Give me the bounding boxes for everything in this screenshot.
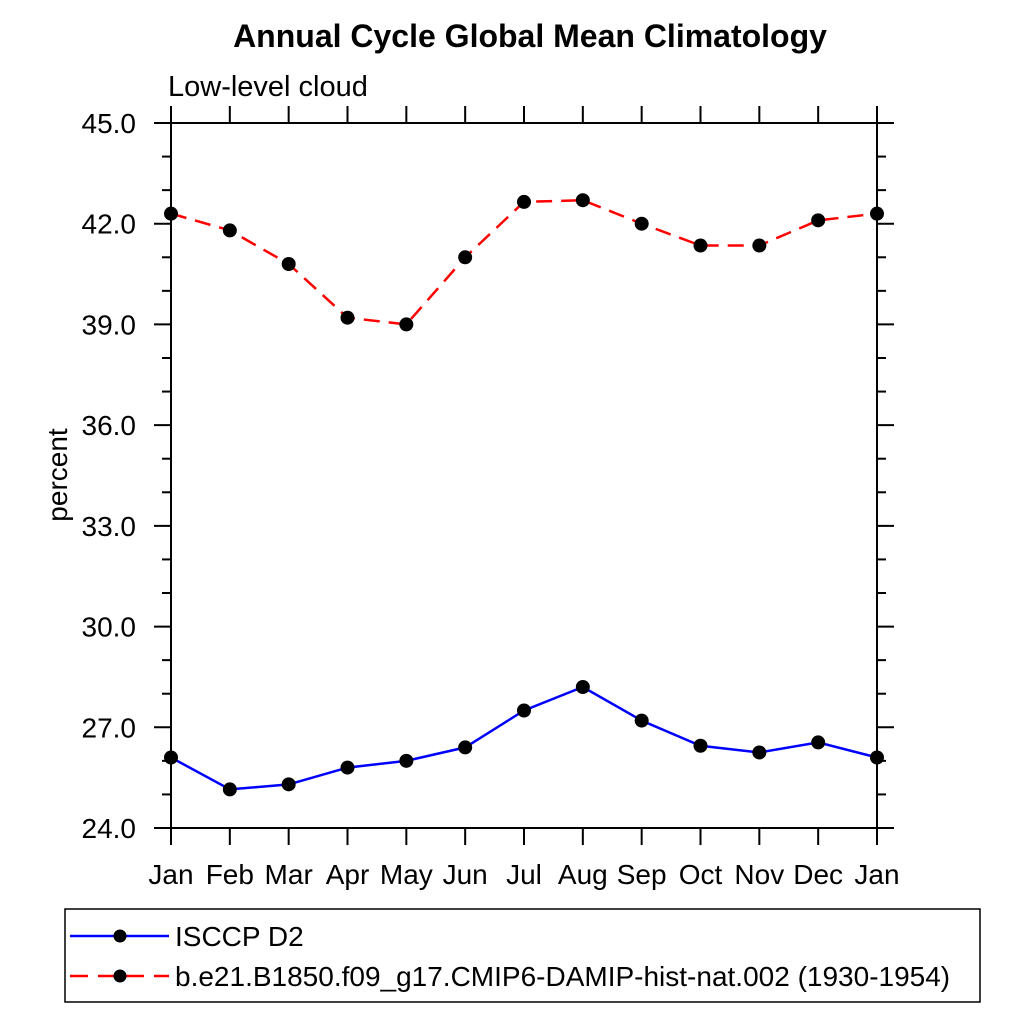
data-point-marker-model xyxy=(693,238,708,253)
legend-marker-model xyxy=(113,969,127,983)
x-tick-label: Aug xyxy=(558,859,608,890)
data-point-marker-isccp xyxy=(752,745,767,760)
data-point-marker-model xyxy=(399,317,414,332)
data-point-marker-model xyxy=(634,216,649,231)
x-tick-label: Apr xyxy=(326,859,370,890)
y-tick-label: 33.0 xyxy=(82,511,137,542)
data-point-marker-isccp xyxy=(399,753,414,768)
data-point-marker-isccp xyxy=(575,680,590,694)
chart-subtitle: Low-level cloud xyxy=(168,71,368,103)
x-tick-label: Sep xyxy=(617,859,667,890)
data-point-marker-model xyxy=(222,223,237,238)
y-tick-label: 42.0 xyxy=(82,209,137,240)
data-point-marker-isccp xyxy=(634,713,649,728)
legend-label-model: b.e21.B1850.f09_g17.CMIP6-DAMIP-hist-nat… xyxy=(175,961,950,992)
data-point-marker-model xyxy=(281,257,296,271)
y-tick-label: 24.0 xyxy=(82,813,137,844)
legend-marker-isccp xyxy=(113,929,127,943)
data-point-marker-model xyxy=(340,310,355,325)
data-point-marker-isccp xyxy=(222,782,237,797)
data-point-marker-model xyxy=(575,193,590,208)
data-point-marker-isccp xyxy=(811,735,826,750)
x-tick-label: May xyxy=(380,859,433,890)
data-point-marker-isccp xyxy=(164,750,178,765)
chart-title: Annual Cycle Global Mean Climatology xyxy=(233,18,827,54)
data-point-marker-model xyxy=(870,206,884,221)
legend-box xyxy=(64,908,981,1003)
data-point-marker-model xyxy=(164,206,178,221)
x-tick-label: Jun xyxy=(443,859,488,890)
data-point-marker-model xyxy=(458,250,473,265)
y-tick-label: 39.0 xyxy=(82,309,137,340)
data-point-marker-model xyxy=(752,238,767,253)
data-point-marker-isccp xyxy=(870,750,884,765)
x-tick-label: Oct xyxy=(679,859,723,890)
data-point-marker-isccp xyxy=(458,740,473,755)
series-line-isccp xyxy=(170,685,878,791)
y-tick-label: 27.0 xyxy=(82,712,137,743)
x-tick-label: Mar xyxy=(265,859,313,890)
data-point-marker-isccp xyxy=(517,703,531,718)
y-tick-label: 36.0 xyxy=(82,410,137,441)
data-point-marker-isccp xyxy=(693,738,708,753)
x-tick-label: Jul xyxy=(506,859,542,890)
series-line-model xyxy=(170,198,878,326)
x-tick-label: Jan xyxy=(854,859,899,890)
data-point-marker-isccp xyxy=(340,760,355,775)
plot-frame xyxy=(170,122,878,829)
legend: ISCCP D2 b.e21.B1850.f09_g17.CMIP6-DAMIP… xyxy=(64,908,981,1003)
x-tick-label: Jan xyxy=(148,859,193,890)
data-point-marker-model xyxy=(811,213,826,228)
y-tick-label: 45.0 xyxy=(82,108,137,139)
legend-label-isccp: ISCCP D2 xyxy=(175,921,304,952)
data-point-marker-isccp xyxy=(281,777,296,792)
data-point-marker-model xyxy=(517,194,531,209)
y-tick-label: 30.0 xyxy=(82,612,137,643)
x-tick-label: Dec xyxy=(793,859,843,890)
x-tick-label: Feb xyxy=(206,859,254,890)
x-tick-label: Nov xyxy=(734,859,784,890)
